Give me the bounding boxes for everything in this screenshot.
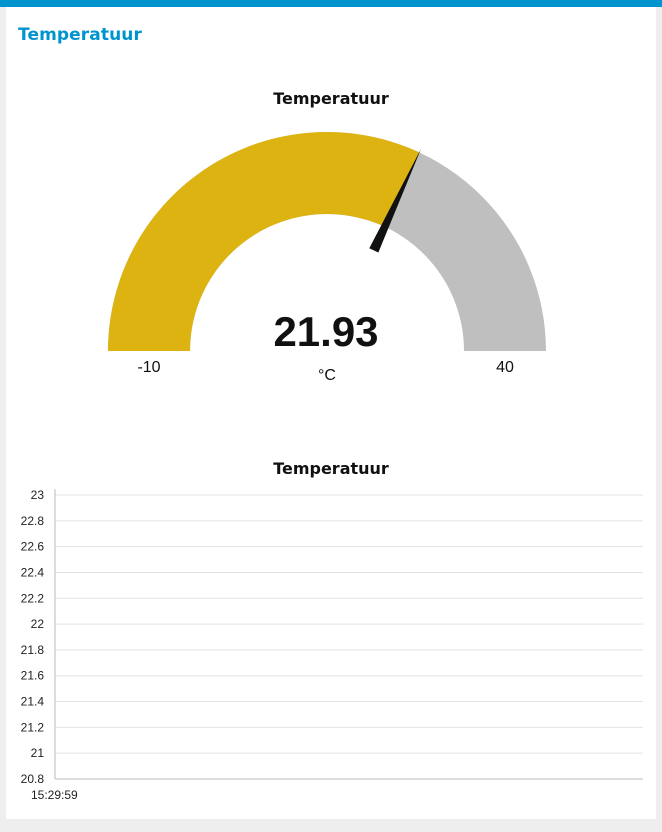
gauge-value: 21.93 <box>273 308 378 355</box>
temperature-gauge: 21.93 °C -10 40 <box>108 131 546 384</box>
gauge-min-label: -10 <box>137 359 160 376</box>
y-tick-label: 22.2 <box>21 591 45 605</box>
y-tick-label: 21.8 <box>21 643 45 657</box>
y-tick-label: 22 <box>31 617 45 631</box>
temperature-line-chart: 23 22.8 22.6 22.4 22.2 22 21.8 21.6 21.4 21.2 21 20… <box>21 488 643 802</box>
gauge-units: °C <box>318 367 336 384</box>
dashboard-group-card: Temperatuur Temperatuur 21.93 °C -10 40 … <box>6 7 656 819</box>
y-tick-label: 21 <box>31 746 45 760</box>
group-title: Temperatuur <box>18 25 142 45</box>
chart-title: Temperatuur <box>273 459 389 478</box>
y-tick-label: 23 <box>31 488 45 502</box>
x-tick-label: 15:29:59 <box>31 788 78 802</box>
chart-y-axis: 23 22.8 22.6 22.4 22.2 22 21.8 21.6 21.4 21.2 21 20… <box>21 488 45 786</box>
y-tick-label: 21.4 <box>21 695 45 709</box>
chart-grid <box>55 494 643 780</box>
y-tick-label: 21.6 <box>21 669 45 683</box>
top-accent-bar <box>0 0 662 7</box>
chart-x-axis: 15:29:59 <box>31 788 78 802</box>
gauge-max-label: 40 <box>496 359 514 376</box>
gauge-needle <box>369 148 422 253</box>
gauge-title: Temperatuur <box>273 89 389 108</box>
y-tick-label: 22.4 <box>21 565 45 579</box>
y-tick-label: 22.6 <box>21 540 45 554</box>
y-tick-label: 22.8 <box>21 514 45 528</box>
y-tick-label: 21.2 <box>21 720 45 734</box>
gauge-fill <box>108 131 420 351</box>
y-tick-label: 20.8 <box>21 772 45 786</box>
